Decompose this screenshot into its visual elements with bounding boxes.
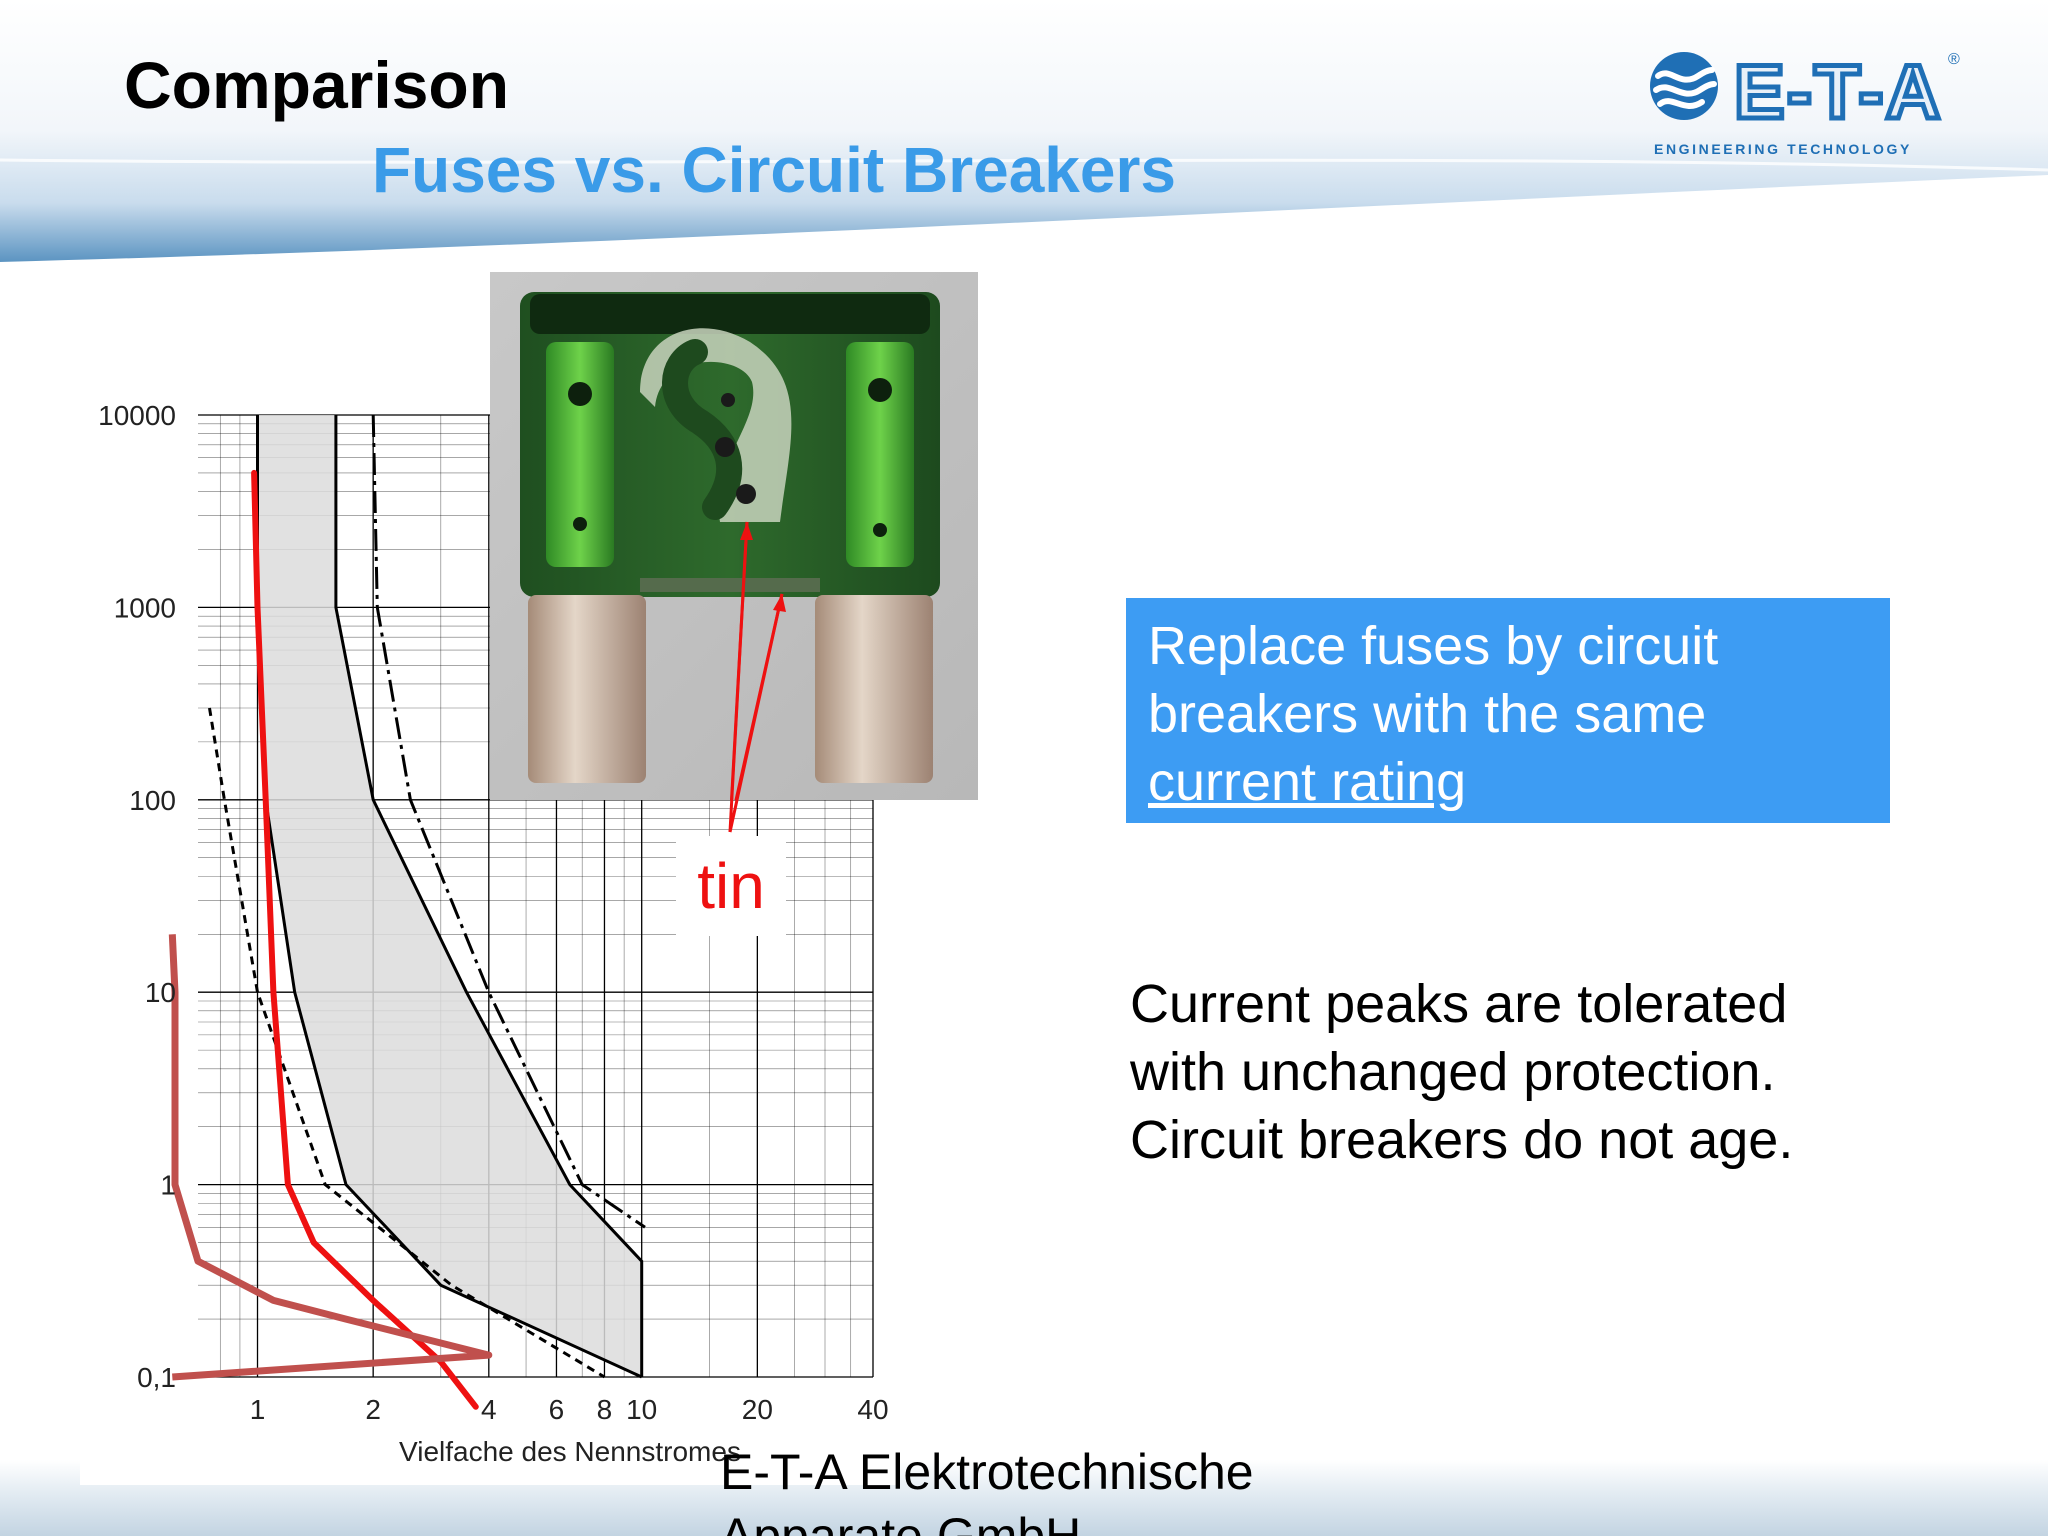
eta-logo: E-T-A ® ENGINEERING TECHNOLOGY [1650, 48, 1960, 157]
body-line-3: Circuit breakers do not age. [1130, 1110, 1794, 1170]
fuse-photo [490, 272, 978, 800]
series-line-4-dashed [208, 707, 606, 1379]
x-tick-label: 8 [597, 1394, 613, 1425]
footer-line-1: E-T-A Elektrotechnische [720, 1444, 1254, 1500]
series-line-5-fuse [251, 469, 479, 1410]
x-tick-label: 40 [857, 1394, 888, 1425]
x-tick-label: 6 [549, 1394, 565, 1425]
logo-brand-text: E-T-A [1734, 50, 1942, 135]
logo-tagline: ENGINEERING TECHNOLOGY [1654, 141, 1912, 157]
fuse-element-icon [640, 328, 792, 522]
header-band [0, 0, 2048, 290]
callout-line-2: breakers with the same [1148, 684, 1707, 744]
footer-text: E-T-A Elektrotechnische Apparate GmbH [720, 1440, 1254, 1536]
fuse-blade-right [815, 595, 933, 783]
series-line-6-peak [168, 934, 493, 1381]
y-tick-label: 10000 [98, 400, 176, 431]
footer-line-2: Apparate GmbH [720, 1508, 1082, 1536]
x-tick-label: 4 [481, 1394, 497, 1425]
logo-registered-mark: ® [1948, 51, 1960, 68]
x-axis-label: Vielfache des Nennstromes [399, 1436, 741, 1467]
x-tick-label: 1 [250, 1394, 266, 1425]
x-tick-label: 10 [626, 1394, 657, 1425]
series-line-2-solid [334, 415, 644, 1377]
series-line-3-dashdot [371, 414, 646, 1229]
body-line-1: Current peaks are tolerated [1130, 974, 1788, 1034]
tin-label: tin [676, 836, 786, 936]
callout-box: Replace fuses by circuit breakers with t… [1126, 598, 1890, 823]
y-tick-label: 100 [129, 785, 176, 816]
body-text: Current peaks are tolerated with unchang… [1130, 970, 1793, 1174]
body-line-2: with unchanged protection. [1130, 1042, 1776, 1102]
x-tick-label: 20 [742, 1394, 773, 1425]
slide-subtitle: Fuses vs. Circuit Breakers [372, 134, 1176, 206]
tolerance-band [257, 415, 642, 1377]
fuse-blade-left [528, 595, 646, 783]
y-tick-label: 1000 [114, 592, 176, 623]
y-tick-label: 1 [160, 1170, 176, 1201]
eta-swirl-icon [1650, 52, 1718, 120]
callout-line-1: Replace fuses by circuit [1148, 616, 1719, 676]
x-tick-label: 2 [365, 1394, 381, 1425]
callout-line-3: current rating [1148, 752, 1467, 812]
slide-title: Comparison [124, 48, 510, 122]
y-tick-label: 0,1 [137, 1362, 176, 1393]
y-tick-label: 10 [145, 977, 176, 1008]
